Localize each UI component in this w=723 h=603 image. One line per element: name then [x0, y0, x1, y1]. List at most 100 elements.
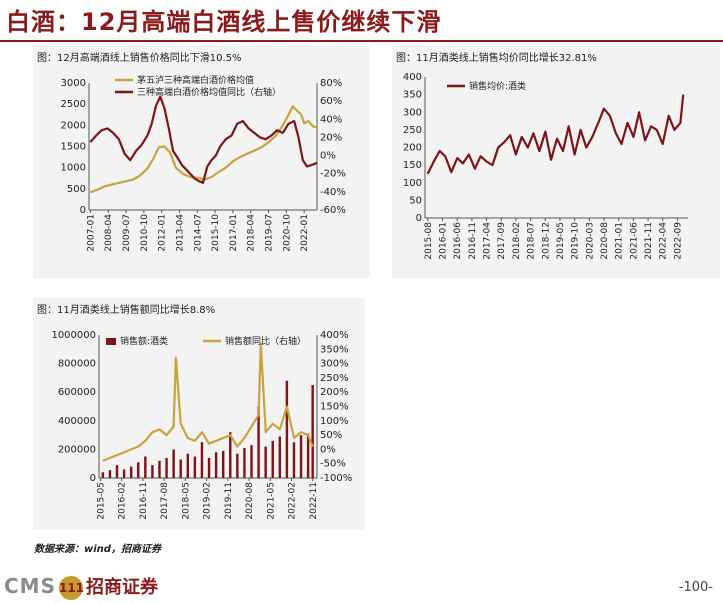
y-right-tick-label: 40%	[320, 114, 342, 125]
bar	[137, 462, 140, 478]
bar	[311, 385, 314, 478]
x-tick-label: 2014-07	[193, 214, 203, 252]
x-tick-label: 2016-11	[468, 222, 478, 260]
bar	[229, 432, 232, 478]
bar	[193, 456, 197, 478]
chart3-svg: 1000000 800000 600000 400000 200000 0 400% 350%…	[51, 330, 352, 520]
bar	[200, 442, 204, 478]
x-tick-label: 2016-06	[453, 222, 463, 260]
y-right-tick-label: -60%	[320, 205, 346, 216]
y-tick-label: 1500	[61, 142, 86, 153]
x-tick-label: 2015-05	[96, 482, 106, 520]
x-tick-label: 2019-05	[556, 222, 566, 260]
bar	[207, 457, 211, 478]
x-tick-label: 2022-11	[309, 482, 319, 520]
bar	[108, 470, 112, 478]
y-tick-label: 3000	[61, 78, 86, 89]
panel-price-chart: 图：12月高端酒线上销售价格同比下滑10.5% 3000 2500 2000 1500…	[33, 46, 370, 278]
legend-swatch	[106, 338, 116, 345]
y-right-tick-label: 100%	[320, 416, 349, 427]
y-tick-label: 0	[80, 205, 86, 216]
bar	[129, 466, 133, 478]
x-tick-label: 2016-11	[139, 482, 149, 520]
brand-logo: CMS 111 招商证券	[4, 573, 158, 600]
data-source-note: 数据来源：wind，招商证券	[34, 544, 161, 555]
x-tick-label: 2020-08	[600, 222, 610, 260]
x-tick-label: 2017-08	[160, 482, 170, 520]
y-tick-label: 400	[403, 72, 422, 83]
chart2-title: 图：11月酒类线上销售均价同比增长32.81%	[396, 53, 597, 64]
y-right-tick-label: 60%	[320, 96, 342, 107]
bar	[292, 442, 296, 478]
bar	[151, 465, 154, 478]
x-tick-label: 2018-04	[247, 214, 257, 252]
page-number: -100-	[678, 580, 713, 595]
bar	[271, 440, 274, 478]
y-tick-label: 2000	[61, 120, 86, 131]
bar	[250, 445, 253, 478]
bar	[122, 469, 126, 478]
logo-badge-icon: 111	[58, 575, 84, 600]
y-right-tick-label: 400%	[320, 330, 349, 341]
panel-sales-chart: 图：11月酒类线上销售额同比增长8.8% 1000000 800000 600000…	[33, 298, 365, 530]
x-tick-label: 2007-01	[86, 214, 96, 252]
y-right-tick-label: -50%	[320, 459, 346, 470]
x-tick-label: 2013-04	[175, 214, 185, 252]
y-tick-label: 350	[403, 90, 422, 101]
y-right-tick-label: 0%	[320, 151, 336, 162]
bar	[285, 380, 289, 478]
bar	[179, 459, 182, 478]
y-tick-label: 50	[409, 195, 422, 206]
y-right-tick-label: -100%	[320, 473, 352, 484]
bar	[236, 453, 239, 478]
page-title: 白酒：12月高端白酒线上售价继续下滑	[6, 8, 442, 36]
x-tick-label: 2022-02	[288, 482, 298, 520]
legend-label: 茅五泸三种高端白酒价格均值	[137, 74, 254, 86]
x-tick-label: 2015-08	[424, 222, 434, 260]
logo-cn-text: 招商证券	[85, 577, 158, 598]
y-tick-label: 400000	[58, 416, 96, 427]
bar	[165, 457, 168, 478]
y-right-tick-label: -20%	[320, 169, 346, 180]
y-tick-label: 200	[403, 143, 422, 154]
x-tick-label: 2021-06	[629, 222, 639, 260]
y-tick-label: 500	[67, 184, 86, 195]
y-right-tick-label: 0%	[320, 444, 336, 455]
y-right-tick-label: 250%	[320, 373, 349, 384]
x-tick-label: 2022-04	[659, 222, 669, 260]
y-tick-label: 0	[416, 213, 422, 224]
x-tick-label: 2021-05	[266, 482, 276, 520]
x-tick-label: 2020-03	[585, 222, 595, 260]
legend-label: 销售均价:酒类	[469, 80, 526, 92]
bar	[221, 450, 225, 478]
y-right-tick-label: 50%	[320, 430, 342, 441]
x-tick-label: 2016-01	[439, 222, 449, 260]
bar	[243, 447, 246, 478]
x-tick-label: 2017-04	[483, 222, 493, 260]
x-tick-label: 2015-10	[211, 214, 221, 252]
x-tick-label: 2008-04	[104, 214, 114, 252]
x-tick-label: 2017-09	[497, 222, 507, 260]
bar	[299, 435, 303, 478]
bar	[186, 453, 190, 478]
chart1-title: 图：12月高端酒线上销售价格同比下滑10.5%	[37, 53, 242, 64]
x-tick-label: 2018-05	[181, 482, 191, 520]
bar	[257, 406, 260, 478]
bar	[115, 465, 119, 478]
bar	[144, 456, 147, 478]
x-tick-label: 2020-10	[282, 214, 292, 252]
x-tick-label: 2021-01	[615, 222, 625, 260]
y-right-tick-label: 300%	[320, 359, 349, 370]
chart3-title: 图：11月酒类线上销售额同比增长8.8%	[37, 305, 216, 316]
x-tick-label: 2012-01	[158, 214, 168, 252]
x-tick-label: 2019-10	[571, 222, 581, 260]
y-tick-label: 100	[403, 178, 422, 189]
series-line-0	[90, 105, 318, 194]
bar	[278, 436, 282, 478]
y-tick-label: 600000	[58, 387, 96, 398]
x-tick-label: 2020-08	[245, 482, 255, 520]
series-line-0	[426, 94, 685, 175]
bar	[214, 452, 218, 478]
y-tick-label: 150	[403, 160, 422, 171]
